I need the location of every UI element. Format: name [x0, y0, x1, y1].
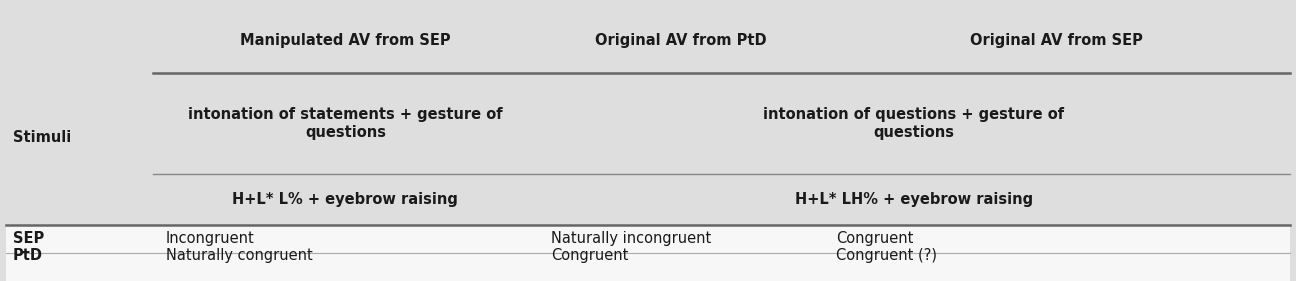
Bar [6, 225, 1290, 281]
Text: SEP: SEP [13, 231, 44, 246]
Text: Congruent: Congruent [836, 231, 914, 246]
Text: intonation of questions + gesture of
questions: intonation of questions + gesture of que… [763, 107, 1064, 140]
Text: Incongruent: Incongruent [166, 231, 254, 246]
Text: Stimuli: Stimuli [13, 130, 71, 145]
Bar [6, 8, 1290, 225]
Text: Congruent: Congruent [551, 248, 629, 263]
Text: Original AV from SEP: Original AV from SEP [969, 33, 1143, 48]
Text: Manipulated AV from SEP: Manipulated AV from SEP [240, 33, 451, 48]
Text: Congruent (?): Congruent (?) [836, 248, 937, 263]
Text: Naturally incongruent: Naturally incongruent [551, 231, 712, 246]
Text: H+L* L% + eyebrow raising: H+L* L% + eyebrow raising [232, 192, 459, 207]
Text: intonation of statements + gesture of
questions: intonation of statements + gesture of qu… [188, 107, 503, 140]
Text: H+L* LH% + eyebrow raising: H+L* LH% + eyebrow raising [794, 192, 1033, 207]
Text: PtD: PtD [13, 248, 43, 263]
Text: Original AV from PtD: Original AV from PtD [595, 33, 766, 48]
Text: Naturally congruent: Naturally congruent [166, 248, 312, 263]
